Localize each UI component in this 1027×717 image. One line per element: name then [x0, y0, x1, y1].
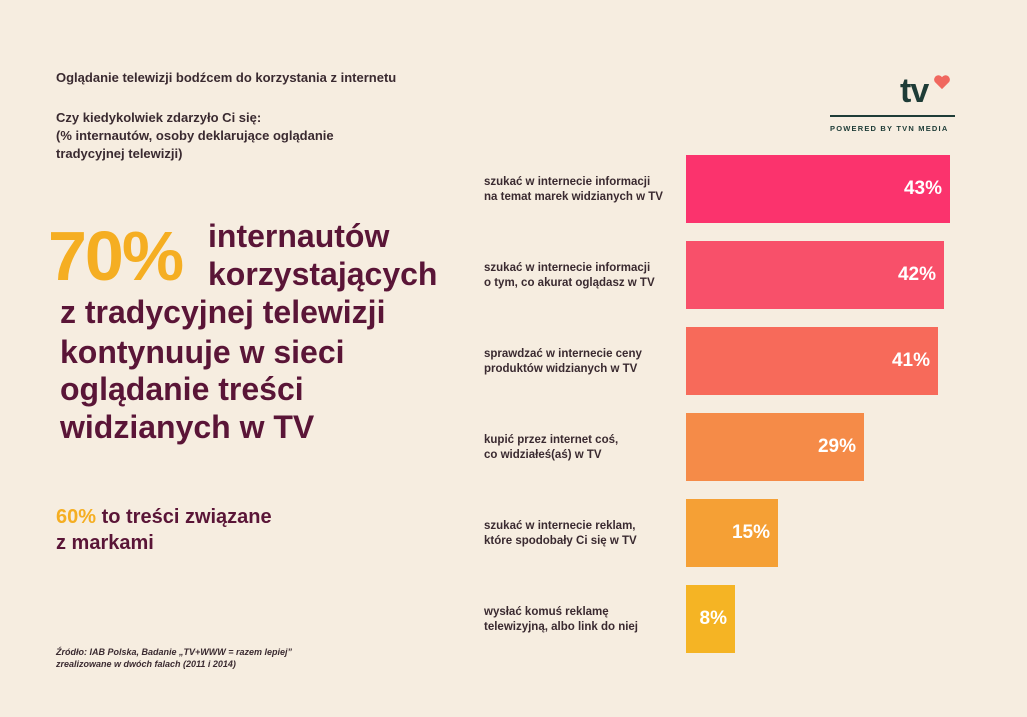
category-label-line: szukać w internecie informacji	[484, 262, 651, 274]
question-line-1: Czy kiedykolwiek zdarzyło Ci się:	[56, 110, 262, 125]
category-label-line: wysłać komuś reklamę	[484, 606, 609, 618]
bar-1: 43%	[686, 155, 950, 223]
logo-divider	[830, 115, 955, 117]
category-label-line: które spodobały Ci się w TV	[484, 535, 637, 547]
question-line-2: (% internautów, osoby deklarujące ogląda…	[56, 128, 334, 143]
category-label-line: kupić przez internet coś,	[484, 434, 619, 446]
category-label-line: telewizyjną, albo link do niej	[484, 621, 639, 633]
category-label-line: na temat marek widzianych w TV	[484, 191, 663, 203]
bar-3: 41%	[686, 327, 938, 395]
category-label-line: szukać w internecie reklam,	[484, 520, 636, 532]
bar-6: 8%	[686, 585, 735, 653]
headline-percent: 70%	[48, 217, 184, 295]
category-label: sprawdzać w internecie ceny produktów wid…	[484, 347, 679, 377]
bar-value-label: 15%	[731, 522, 770, 543]
question-line-3: tradycyjnej telewizji)	[56, 146, 183, 161]
category-label: wysłać komuś reklamę telewizyjną, albo li…	[484, 605, 679, 635]
source-note: Źródło: IAB Polska, Badanie „TV+WWW = ra…	[56, 646, 292, 670]
bar-value-label: 43%	[903, 178, 942, 199]
bar-value-label: 8%	[699, 608, 727, 629]
headline-line-5: oglądanie treści	[60, 371, 304, 407]
headline-line-6: widzianych w TV	[60, 409, 315, 445]
sub-stat-line-1: to treści związane	[96, 506, 272, 528]
category-label-line: produktów widzianych w TV	[484, 363, 638, 375]
category-label-line: co widziałeś(aś) w TV	[484, 449, 602, 461]
category-label-line: o tym, co akurat oglądasz w TV	[484, 277, 655, 289]
category-label: szukać w internecie informacji o tym, co …	[484, 261, 679, 291]
category-label: kupić przez internet coś, co widziałeś(aś…	[484, 433, 679, 463]
logo-text: tv	[900, 72, 929, 110]
source-line-1: Źródło: IAB Polska, Badanie „TV+WWW = ra…	[56, 647, 293, 657]
bar-4: 29%	[686, 413, 864, 481]
chart-title: Oglądanie telewizji bodźcem do korzystan…	[56, 70, 397, 85]
bar-value-label: 41%	[891, 350, 930, 371]
category-label-line: sprawdzać w internecie ceny	[484, 348, 642, 360]
bar-5: 15%	[686, 499, 778, 567]
bar-value-label: 42%	[897, 264, 936, 285]
category-label-line: szukać w internecie informacji	[484, 176, 651, 188]
sub-stat-percent: 60%	[56, 506, 97, 528]
sub-stat-line-2: z markami	[56, 532, 154, 554]
category-label: szukać w internecie informacji na temat m…	[484, 175, 679, 205]
headline-line-2: korzystających	[208, 256, 438, 292]
headline-line-4: kontynuuje w sieci	[60, 334, 345, 370]
question-text: Czy kiedykolwiek zdarzyło Ci się: (% int…	[56, 109, 416, 163]
headline-line-3: z tradycyjnej telewizji	[60, 294, 386, 330]
source-line-2: zrealizowane w dwóch falach (2011 i 2014…	[56, 659, 236, 669]
logo-subtitle: POWERED BY TVN MEDIA	[830, 124, 949, 133]
headline-line-1: internautów	[208, 218, 390, 254]
bar-value-label: 29%	[817, 436, 856, 457]
heart-icon	[934, 75, 950, 90]
sub-statistic: 60% to treści związane z markami	[56, 504, 272, 556]
bar-2: 42%	[686, 241, 944, 309]
category-label: szukać w internecie reklam, które spodoba…	[484, 519, 679, 549]
tv-logo: tv POWERED BY TVN MEDIA	[830, 72, 955, 136]
